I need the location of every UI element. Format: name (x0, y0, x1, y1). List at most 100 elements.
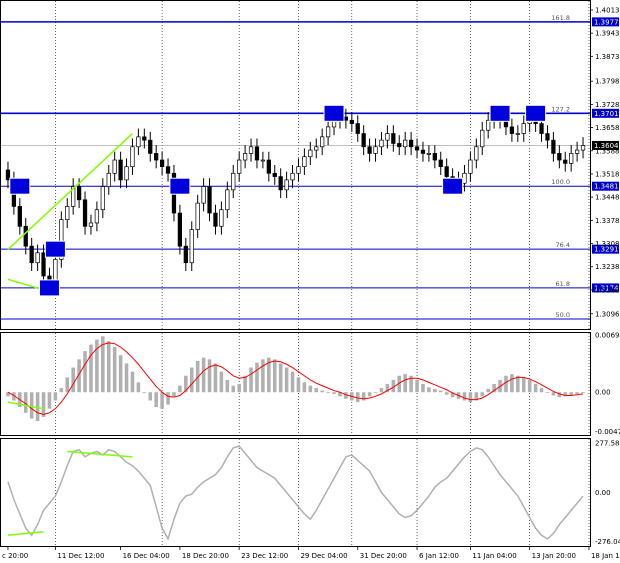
macd-bar (575, 392, 579, 394)
candle-body (474, 146, 479, 161)
current-price-label: 1.3604 (594, 142, 619, 150)
candle-body (308, 149, 313, 158)
macd-bar (12, 392, 16, 401)
macd-bar (83, 351, 87, 393)
candle-body (130, 146, 135, 168)
macd-bar (261, 359, 265, 393)
fib-level-label: 76.4 (556, 241, 570, 249)
candle-body (65, 206, 70, 221)
candle-body (314, 146, 319, 151)
candle-body (557, 153, 562, 161)
macd-bar (154, 392, 158, 408)
candle-body (420, 149, 426, 154)
macd-bar (142, 392, 147, 394)
macd-bar (284, 367, 289, 393)
candle-body (444, 166, 449, 177)
macd-bar (344, 392, 348, 399)
macd-bar (403, 374, 407, 393)
macd-bar (355, 392, 360, 403)
macd-bar (320, 390, 324, 393)
macd-panel: 0.00694 0.00 -0.00475 (6, 332, 620, 436)
macd-bar (77, 359, 81, 393)
candle-body (569, 153, 574, 164)
candle-body (189, 229, 194, 264)
candle-body (254, 146, 260, 161)
candle-body (59, 219, 64, 260)
macd-bar (237, 384, 241, 393)
fib-price-tag-label: 1.3977 (594, 18, 619, 26)
candle-body (142, 136, 147, 141)
candle-body (71, 186, 76, 207)
macd-bar (438, 390, 443, 393)
time-tick-label: 29 Dec 04:00 (300, 552, 347, 560)
macd-bar (65, 377, 70, 393)
fib-price-tag-label: 1.3174 (594, 284, 619, 292)
candle-body (462, 172, 467, 184)
candle-body (225, 189, 230, 211)
candle-body (76, 186, 82, 201)
macd-bar (545, 392, 550, 394)
fib-price-tag (592, 283, 619, 293)
time-tick-label: 23 Dec 12:00 (241, 552, 288, 560)
fib-level-label: 161.8 (551, 14, 570, 22)
macd-bar (272, 359, 277, 393)
candle-body (325, 126, 331, 138)
macd-bar (433, 388, 437, 393)
macd-bar (539, 388, 544, 393)
candle-body (290, 172, 295, 181)
macd-bar (385, 384, 390, 393)
time-tick-label: 18 Jan 12:00 (591, 552, 620, 560)
cci-trendline (67, 450, 133, 458)
price-tick-label: 1.3943 (595, 30, 620, 38)
macd-bar (326, 392, 330, 394)
macd-bar (47, 392, 52, 409)
candle-body (219, 209, 224, 227)
candle-body (320, 136, 325, 148)
cci-tick-label: 0.00 (595, 489, 611, 497)
candle-body (414, 146, 420, 151)
macd-bar (551, 392, 556, 396)
macd-bar (178, 385, 182, 393)
macd-bar (492, 384, 496, 393)
macd-bar (486, 388, 490, 393)
macd-bar (172, 392, 176, 397)
macd-bar (367, 392, 372, 397)
candle-body (278, 176, 283, 191)
macd-bar (255, 362, 259, 393)
candle-body (242, 153, 248, 161)
candle-body (361, 133, 366, 148)
candle-body (207, 186, 212, 214)
candle-body (237, 159, 242, 174)
macd-bar (219, 371, 224, 393)
candle-body (136, 136, 141, 148)
fib-level-label: 61.8 (556, 280, 570, 288)
macd-bar (195, 360, 200, 393)
candle-body (349, 119, 354, 124)
fib-price-tag (592, 244, 619, 254)
fib-price-tag (592, 17, 619, 27)
cci-tick-label: 277.5886 (595, 439, 620, 447)
candle-body (124, 166, 129, 181)
candle-body (272, 172, 277, 177)
price-tick-label: 1.3588 (595, 147, 620, 155)
time-tick-label: 6 Jan 12:00 (419, 552, 459, 560)
macd-bar (361, 392, 366, 401)
candle-body (432, 153, 437, 161)
macd-bar (267, 357, 271, 393)
candle-body (118, 159, 123, 181)
candle-body (35, 252, 40, 264)
macd-bar (379, 388, 384, 393)
price-tick-label: 1.3238 (595, 263, 620, 271)
candle-body (296, 166, 301, 174)
time-axis: c 20:00 11 Dec 12:00 16 Dec 04:00 18 Dec 20… (2, 546, 620, 560)
candle-body (397, 143, 402, 148)
candle-body (515, 133, 520, 135)
macd-bar (563, 392, 568, 397)
candle-body (88, 222, 94, 227)
candle-body (195, 202, 200, 230)
fib-price-tag-label: 1.3701 (594, 110, 619, 118)
macd-bar (332, 392, 336, 394)
candle-body (53, 259, 58, 283)
level-marker (169, 177, 191, 195)
macd-bar (415, 379, 419, 393)
